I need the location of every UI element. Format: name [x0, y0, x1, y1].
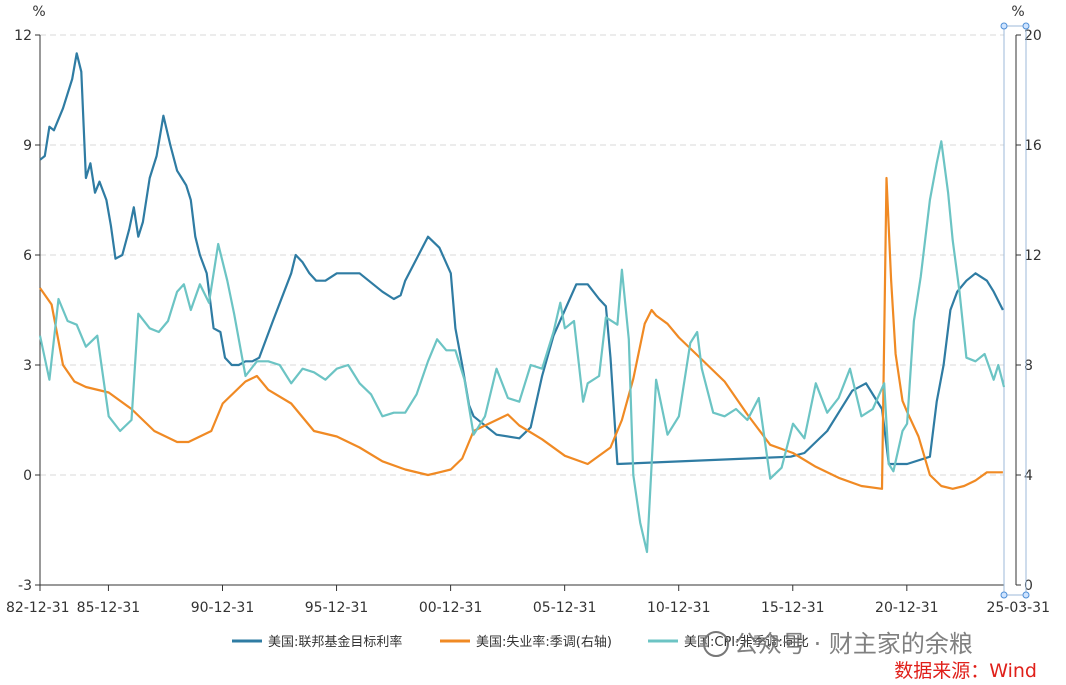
range-selector-handle	[1022, 591, 1030, 599]
y-left-tick-label: 9	[23, 138, 32, 154]
x-tick-label: 82-12-31	[6, 600, 70, 616]
y-right-tick-label: 12	[1024, 248, 1042, 264]
series-lines	[38, 52, 1006, 554]
axes: -3 0 3 6 9 12 0 4 8 12 16 20% % 82-12-31 85-12-31 90-12…	[6, 4, 1050, 616]
x-tick-label: 25-03-31	[986, 600, 1050, 616]
y-right-tick-label: 4	[1024, 468, 1033, 484]
y-left-tick-label: 6	[23, 248, 32, 264]
x-tick-label: 10-12-31	[647, 600, 711, 616]
range-selector-handle	[1000, 591, 1008, 599]
y-right-tick-label: 0	[1024, 578, 1033, 594]
x-tick-label: 95-12-31	[305, 600, 369, 616]
y-left-tick-label: -3	[18, 578, 32, 594]
legend-label: 美国:CPI:非季调:同比	[684, 635, 809, 650]
x-tick-label: 05-12-31	[533, 600, 597, 616]
series-line-2	[39, 176, 1003, 490]
x-tick-label: 85-12-31	[77, 600, 141, 616]
legend-label: 美国:失业率:季调(右轴)	[476, 634, 612, 650]
watermark-text: 公众号 · 财主家的余粮	[734, 630, 973, 658]
x-tick-label: 15-12-31	[761, 600, 825, 616]
y-left-tick-label: 12	[14, 28, 32, 44]
y-right-tick-label: 20	[1024, 28, 1042, 44]
series-line-1	[39, 52, 1004, 466]
y-left-tick-label: 0	[23, 468, 32, 484]
wechat-icon	[703, 631, 729, 657]
left-axis-unit: %	[32, 4, 45, 20]
x-tick-label: 90-12-31	[191, 600, 255, 616]
range-selector-handle	[1022, 22, 1030, 30]
range-selector-handle	[1000, 22, 1008, 30]
series-line-3	[38, 140, 1006, 554]
x-tick-label: 20-12-31	[875, 600, 939, 616]
legend: 美国:联邦基金目标利率 美国:失业率:季调(右轴) 美国:CPI:非季调:同比	[232, 634, 809, 650]
range-selector-frame	[1003, 25, 1027, 596]
y-left-tick-label: 3	[23, 358, 32, 374]
watermark: 公众号 · 财主家的余粮	[703, 630, 973, 658]
right-axis-unit: %	[1011, 4, 1024, 20]
legend-label: 美国:联邦基金目标利率	[268, 634, 402, 650]
x-tick-label: 00-12-31	[419, 600, 483, 616]
y-right-tick-label: 16	[1024, 138, 1042, 154]
source-note: 数据来源：Wind	[894, 660, 1037, 682]
y-right-tick-label: 8	[1024, 358, 1033, 374]
